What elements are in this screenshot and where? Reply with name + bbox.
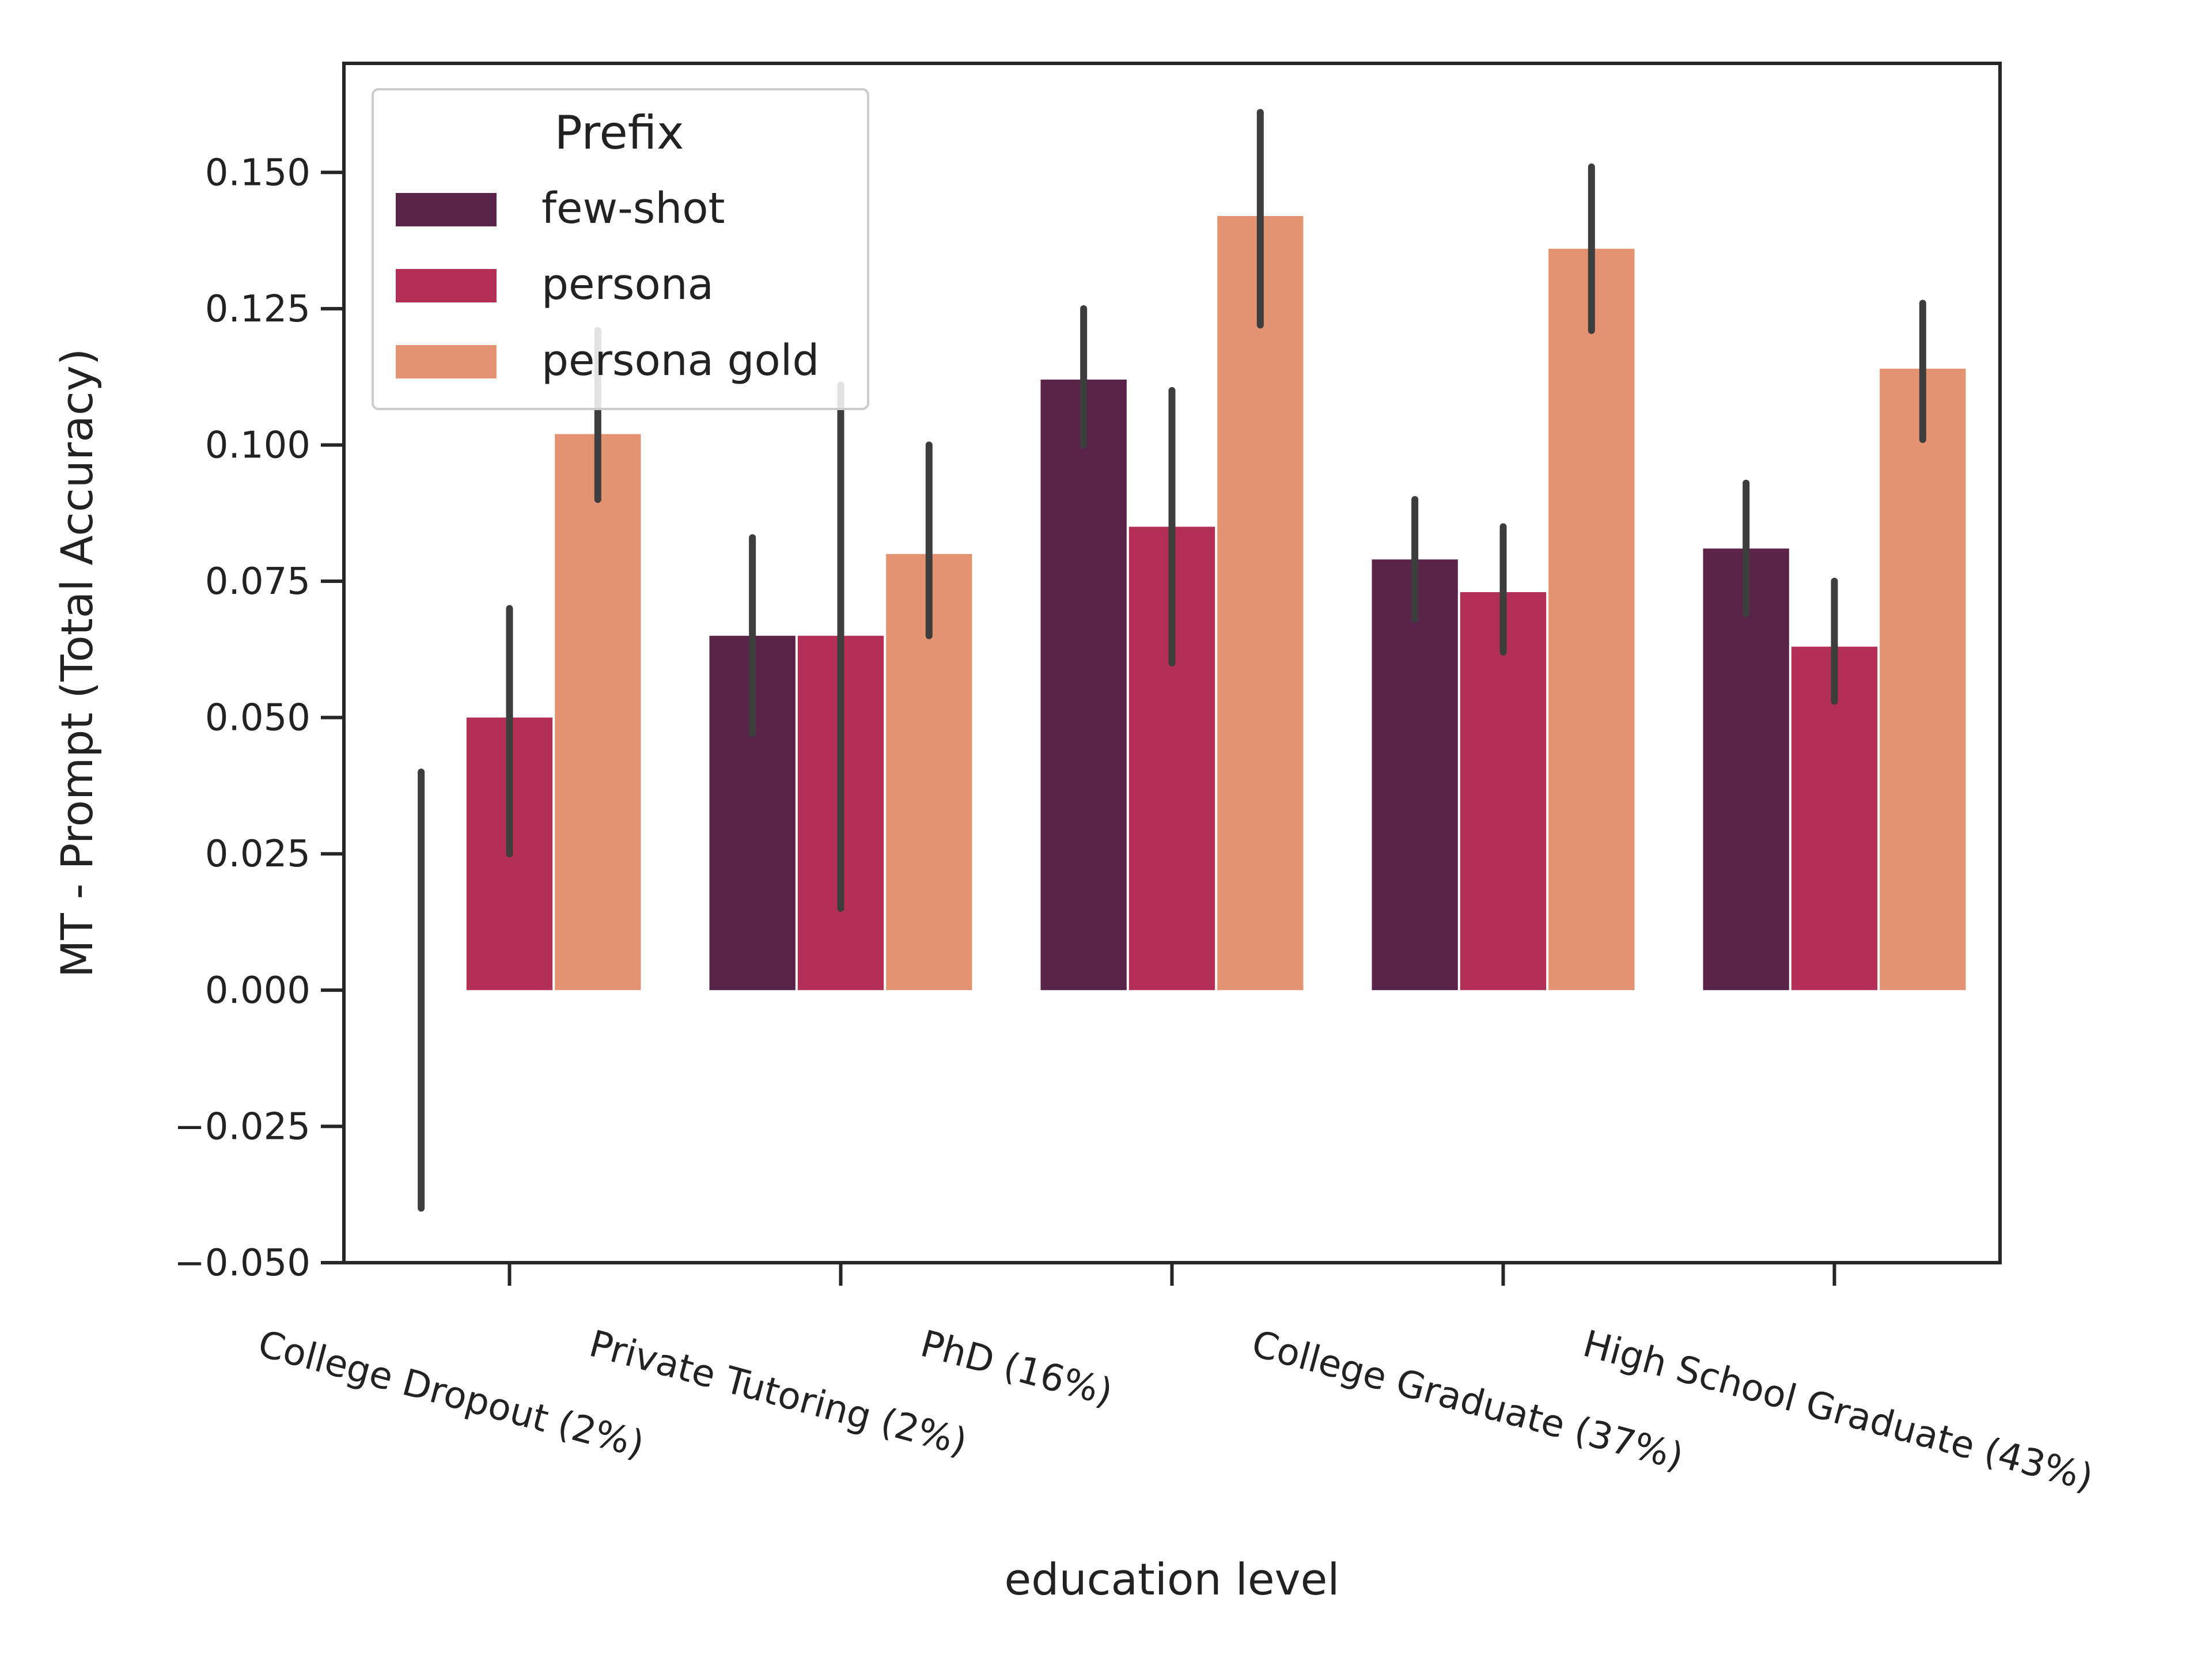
y-tick-label: 0.150: [205, 151, 310, 194]
y-tick-label: 0.050: [205, 697, 310, 740]
y-tick-label: 0.100: [205, 424, 310, 467]
y-tick-label: −0.025: [174, 1105, 310, 1148]
legend-items: few-shot persona persona gold: [396, 184, 819, 385]
y-tick-label: −0.050: [174, 1242, 310, 1285]
bars-layer: [466, 215, 1966, 990]
y-tick-label: 0.125: [205, 288, 310, 331]
bar: [1880, 368, 1966, 990]
legend-swatch: [396, 193, 497, 226]
bar: [1040, 379, 1127, 990]
bar: [1460, 592, 1547, 990]
y-axis: −0.050 −0.025 0.000 0.025 0.050 0.075 0.100 0.1…: [174, 151, 344, 1285]
y-tick-label: 0.025: [205, 833, 310, 876]
bar: [1217, 215, 1304, 990]
legend-label: few-shot: [541, 184, 725, 233]
bar: [1372, 559, 1458, 990]
bar: [1548, 248, 1635, 990]
y-axis-title: MT - Prompt (Total Accuracy): [51, 349, 103, 978]
x-axis: College Dropout (2%)Private Tutoring (2%…: [253, 1263, 2097, 1500]
legend-box: [372, 88, 869, 410]
x-tick-label: College Dropout (2%): [253, 1323, 648, 1467]
y-tick-label: 0.075: [205, 560, 310, 603]
bar: [555, 434, 641, 990]
legend-title: Prefix: [555, 106, 684, 160]
error-bars-layer: [418, 109, 1926, 1212]
legend-swatch: [396, 345, 497, 378]
legend: Prefix few-shot persona persona gold: [372, 88, 869, 410]
legend-label: persona: [541, 260, 714, 309]
y-tick-label: 0.000: [205, 969, 310, 1012]
legend-swatch: [396, 269, 497, 302]
bar: [1703, 548, 1789, 990]
x-tick-label: PhD (16%): [916, 1323, 1117, 1415]
legend-label: persona gold: [541, 336, 819, 385]
x-axis-title: education level: [1005, 1554, 1340, 1605]
